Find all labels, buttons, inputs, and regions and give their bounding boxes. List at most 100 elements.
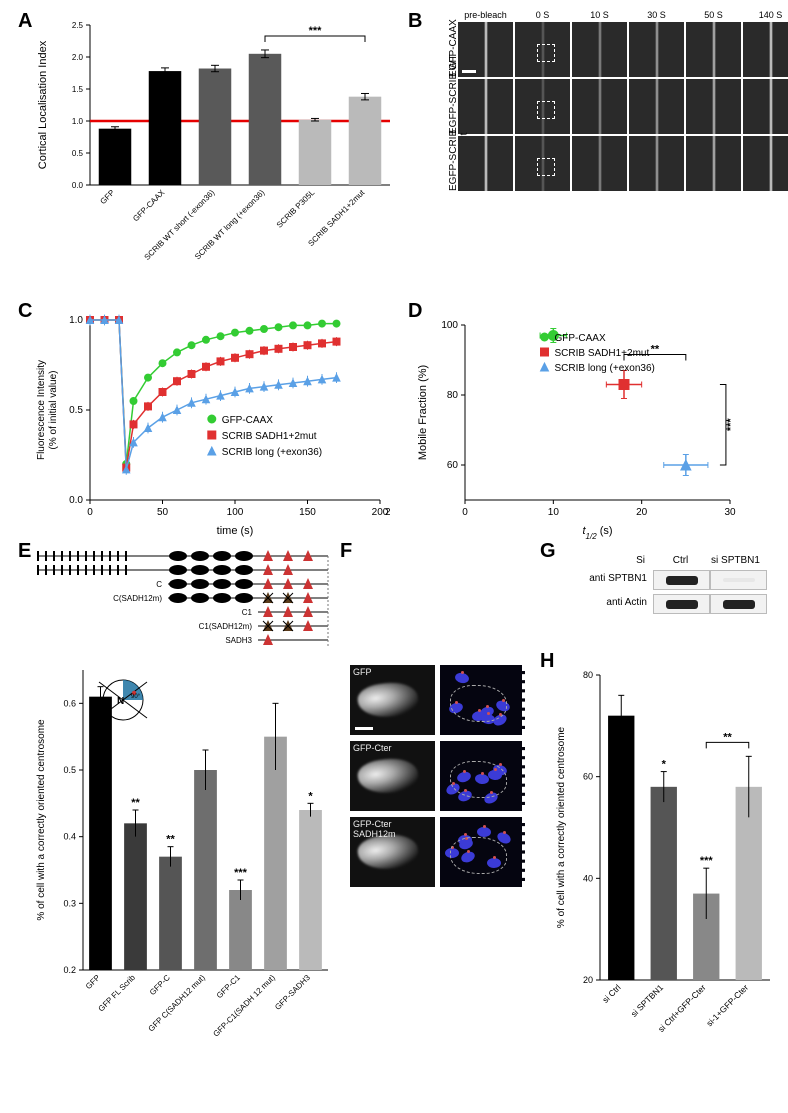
svg-text:***: *** — [309, 25, 323, 37]
svg-text:*: * — [308, 790, 313, 802]
svg-text:GFP-C1(SADH 12 mut): GFP-C1(SADH 12 mut) — [211, 973, 277, 1039]
svg-text:GFP FL Scrib: GFP FL Scrib — [97, 973, 138, 1014]
micrograph-label: GFP-CterSADH12m — [353, 819, 396, 839]
svg-text:% of cell with a correctly ori: % of cell with a correctly oriented cent… — [36, 719, 47, 921]
svg-text:*: * — [662, 759, 667, 771]
svg-text:2.0: 2.0 — [72, 53, 84, 62]
svg-text:(% of initial value): (% of initial value) — [48, 371, 59, 450]
micrograph-cell — [458, 79, 513, 134]
micrograph-gfp: GFP-CterSADH12m — [350, 817, 435, 887]
blot-lane — [653, 570, 710, 590]
svg-text:GFP-CAAX: GFP-CAAX — [555, 333, 606, 344]
blot-lane — [710, 570, 767, 590]
micrograph-cell — [515, 79, 570, 134]
svg-text:SCRIB SADH1+2mut: SCRIB SADH1+2mut — [222, 431, 317, 442]
svg-text:60: 60 — [583, 772, 593, 782]
svg-text:GFP-C1: GFP-C1 — [215, 973, 242, 1000]
svg-text:10: 10 — [548, 507, 560, 518]
svg-text:0.0: 0.0 — [72, 181, 84, 190]
micrograph-cell — [629, 22, 684, 77]
svg-text:20: 20 — [583, 975, 593, 985]
svg-text:Cortical Localisation Index: Cortical Localisation Index — [37, 40, 49, 169]
svg-text:150: 150 — [299, 507, 316, 518]
svg-text:si-1+GFP-Cter: si-1+GFP-Cter — [704, 982, 750, 1028]
svg-text:**: ** — [166, 834, 175, 846]
blot-lane — [653, 594, 710, 614]
svg-text:si Ctrl: si Ctrl — [600, 982, 623, 1005]
svg-text:% of cell with a correctly ori: % of cell with a correctly oriented cent… — [556, 726, 567, 928]
panel-b-micrographs: pre-bleach0 S10 S30 S50 S140 SEGFP-CAAXE… — [430, 22, 788, 193]
micrograph-cell — [572, 79, 627, 134]
micrograph-cell — [515, 136, 570, 191]
svg-text:50: 50 — [157, 507, 169, 518]
panel-e-diagram: CC(SADH12m)C1C1(SADH12m)SADH3 — [28, 550, 338, 660]
svg-text:GFP-SADH3: GFP-SADH3 — [273, 973, 312, 1012]
svg-text:0.0: 0.0 — [69, 495, 83, 506]
svg-text:60: 60 — [447, 460, 459, 471]
blot-row: anti SPTBN1 — [565, 570, 767, 590]
micrograph-cell — [686, 79, 741, 134]
svg-text:40: 40 — [583, 873, 593, 883]
svg-text:0.2: 0.2 — [63, 965, 76, 975]
micrograph-gfp: GFP — [350, 665, 435, 735]
svg-text:100: 100 — [441, 320, 458, 331]
panel-e-chart: 0.20.30.40.50.6% of cell with a correctl… — [28, 660, 338, 1090]
micrograph-cell — [515, 22, 570, 77]
micrograph-label: GFP-Cter — [353, 743, 392, 753]
antibody-label: anti Actin — [565, 597, 647, 608]
svg-text:Mobile Fraction (%): Mobile Fraction (%) — [417, 365, 429, 460]
micrograph-cell — [743, 136, 788, 191]
svg-text:1.5: 1.5 — [72, 85, 84, 94]
svg-text:80: 80 — [583, 670, 593, 680]
svg-text:0.5: 0.5 — [72, 149, 84, 158]
time-label: 50 S — [686, 10, 741, 20]
svg-text:2.0612 cm: 2.0612 cm — [385, 507, 390, 518]
svg-text:0.6: 0.6 — [63, 698, 76, 708]
blot-row: anti Actin — [565, 594, 767, 614]
svg-text:GFP-C: GFP-C — [148, 973, 172, 997]
micrograph-label: GFP — [353, 667, 372, 677]
panel-label-g: G — [540, 540, 556, 563]
svg-text:SCRIB SADH1+2mut: SCRIB SADH1+2mut — [555, 348, 650, 359]
micrograph-cell — [686, 22, 741, 77]
panel-d-chart: 60801000102030Mobile Fraction (%)t1/2 (s… — [410, 310, 770, 540]
panel-h-chart: 20 40 60 80 % of cell with a correctly orien… — [550, 660, 780, 1090]
svg-text:Fluorescence Intensity: Fluorescence Intensity — [36, 360, 47, 460]
svg-text:SCRIB SADH1+2mut: SCRIB SADH1+2mut — [306, 188, 367, 249]
svg-text:**: ** — [131, 797, 140, 809]
svg-text:30: 30 — [724, 507, 736, 518]
svg-text:1.0: 1.0 — [69, 315, 83, 326]
svg-text:0: 0 — [87, 507, 93, 518]
micrograph-merge — [440, 665, 525, 735]
micrograph-cell — [686, 136, 741, 191]
svg-text:***: *** — [700, 855, 714, 867]
time-label: pre-bleach — [458, 10, 513, 20]
svg-text:0.5: 0.5 — [69, 405, 83, 416]
time-label: 10 S — [572, 10, 627, 20]
micrograph-merge — [440, 817, 525, 887]
svg-text:SCRIB P305L: SCRIB P305L — [275, 188, 317, 230]
panel-c-chart: 0.00.51.0050100150200Fluorescence Intens… — [30, 310, 390, 540]
time-label: 0 S — [515, 10, 570, 20]
svg-text:GFP: GFP — [84, 973, 102, 991]
svg-text:SADH3: SADH3 — [225, 636, 252, 645]
svg-text:time (s): time (s) — [217, 525, 254, 537]
antibody-label: anti SPTBN1 — [565, 573, 647, 584]
svg-text:100: 100 — [227, 507, 244, 518]
time-label: 30 S — [629, 10, 684, 20]
svg-text:C: C — [156, 580, 162, 589]
micrograph-cell — [743, 79, 788, 134]
micrograph-gfp: GFP-Cter — [350, 741, 435, 811]
micrograph-cell — [743, 22, 788, 77]
svg-text:80: 80 — [447, 390, 459, 401]
svg-text:N: N — [117, 696, 124, 707]
micrograph-merge — [440, 741, 525, 811]
micrograph-cell — [572, 22, 627, 77]
figure-root: A B C D E F G H 0.00.51.01.52.02.5Cortic… — [10, 10, 778, 1103]
svg-text:0: 0 — [462, 507, 468, 518]
panel-label-f: F — [340, 540, 352, 563]
panel-label-b: B — [408, 10, 422, 33]
panel-f-micrographs: GFP GFP-Cter GFP-CterSADH12m — [350, 665, 530, 893]
scale-bar — [462, 70, 476, 73]
svg-text:C1(SADH12m): C1(SADH12m) — [199, 622, 253, 631]
